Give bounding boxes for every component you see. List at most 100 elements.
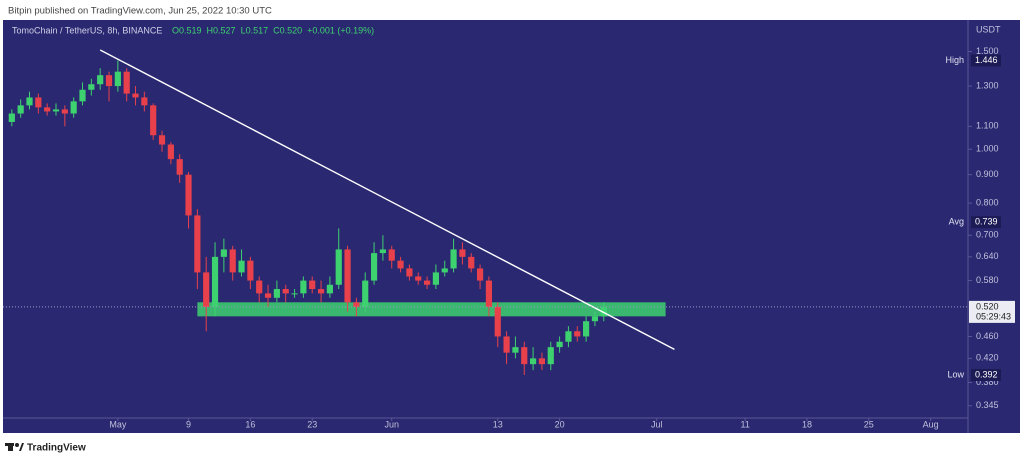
candle-body: [362, 280, 369, 307]
support-zone: [197, 302, 666, 317]
candle-body: [512, 347, 519, 353]
candle-body: [282, 289, 289, 294]
candle-body: [583, 321, 590, 337]
trendline: [99, 49, 675, 350]
candle-body: [256, 280, 263, 294]
x-tick-label: 9: [186, 419, 191, 429]
candle-body: [565, 331, 572, 342]
candle-body: [8, 113, 15, 122]
candle-body: [88, 84, 95, 90]
header: Bitpin published on TradingView.com, Jun…: [8, 6, 272, 17]
candle-body: [176, 159, 183, 175]
candle-body: [353, 302, 360, 307]
y-tick-label: 1.000: [976, 144, 999, 154]
candle-body: [79, 89, 86, 102]
y-tick-label: 1.300: [976, 80, 999, 90]
quote-value: +0.001 (+0.19%): [307, 25, 374, 35]
y-tick-label: 0.380: [976, 377, 999, 387]
candle-body: [450, 249, 457, 269]
candle-body: [476, 268, 484, 281]
candle-body: [238, 260, 245, 273]
stat-name: Low: [947, 369, 964, 379]
candle-body: [388, 249, 395, 261]
candle-body: [123, 71, 130, 94]
quote-value: L0.517: [241, 25, 269, 35]
candle-body: [185, 174, 192, 216]
footer-logo: [5, 443, 24, 451]
candle-body: [485, 280, 493, 307]
candle-body: [441, 268, 448, 273]
candle-body: [379, 249, 386, 254]
y-tick-label: 1.100: [976, 121, 999, 131]
y-tick-label: 0.580: [976, 275, 999, 285]
last-price-box: [969, 300, 1015, 323]
y-tick-label: 0.460: [976, 331, 999, 341]
y-tick-label: 0.700: [976, 230, 999, 240]
stat-value: 0.392: [975, 369, 998, 379]
candle-body: [423, 280, 431, 285]
candle-body: [141, 97, 148, 106]
candle-body: [247, 260, 254, 281]
candle-body: [52, 109, 60, 112]
stat-box: [971, 216, 1001, 229]
x-tick-label: Jun: [384, 419, 399, 429]
candle-body: [35, 97, 42, 108]
candle-body: [132, 93, 139, 98]
y-tick-label: 0.345: [976, 400, 999, 410]
candle-body: [503, 336, 510, 353]
quote-value: O0.519: [172, 25, 202, 35]
candle-body: [415, 276, 422, 281]
candle-body: [344, 249, 351, 303]
candle-body: [406, 268, 413, 277]
y-tick-label: 0.640: [976, 251, 999, 261]
candle-body: [44, 107, 51, 112]
candle-body: [459, 249, 466, 257]
candle-body: [220, 249, 227, 257]
candle-body: [61, 109, 68, 114]
x-tick-label: May: [109, 419, 127, 429]
candle-body: [150, 105, 157, 136]
stat-value: 0.739: [975, 217, 998, 227]
candle-body: [335, 249, 342, 285]
stat-box: [971, 368, 1001, 381]
stat-value: 1.446: [975, 55, 998, 65]
currency: USDT: [976, 24, 1001, 34]
candle-body: [158, 135, 166, 145]
candle-body: [300, 280, 307, 294]
candle-body: [273, 289, 280, 298]
quote-value: C0.520: [273, 25, 302, 35]
candle-body: [521, 347, 528, 365]
candle-body: [264, 293, 272, 298]
candle-body: [211, 256, 219, 307]
quote-value: H0.527: [207, 25, 236, 35]
candle-body: [167, 144, 174, 160]
candle-body: [229, 249, 236, 273]
candle-body: [309, 280, 316, 290]
candle-body: [600, 306, 607, 317]
x-tick-label: 16: [245, 419, 255, 429]
y-tick-label: 0.800: [976, 197, 999, 207]
symbol: TomoChain / TetherUS, 8h, BINANCE: [12, 25, 162, 35]
candle-body: [370, 253, 378, 281]
x-tick-label: 18: [802, 419, 812, 429]
x-tick-label: 25: [864, 419, 874, 429]
footer-brand: TradingView: [27, 443, 86, 454]
candle-body: [317, 289, 325, 294]
candle-body: [17, 105, 24, 114]
candle-body: [26, 97, 33, 106]
x-tick-label: 11: [740, 419, 749, 429]
y-tick-label: 0.900: [976, 169, 999, 179]
candle-body: [105, 75, 113, 87]
x-tick-label: Aug: [923, 419, 939, 429]
stat-box: [971, 54, 1001, 67]
y-tick-label: 1.500: [976, 46, 999, 56]
candle-body: [291, 293, 298, 295]
candle-body: [591, 316, 599, 322]
candle-body: [203, 272, 210, 307]
y-tick-label: 0.420: [976, 353, 999, 363]
candle-body: [574, 331, 581, 337]
candle-body: [468, 256, 475, 269]
x-tick-label: 23: [307, 419, 317, 429]
candle-body: [432, 272, 440, 285]
